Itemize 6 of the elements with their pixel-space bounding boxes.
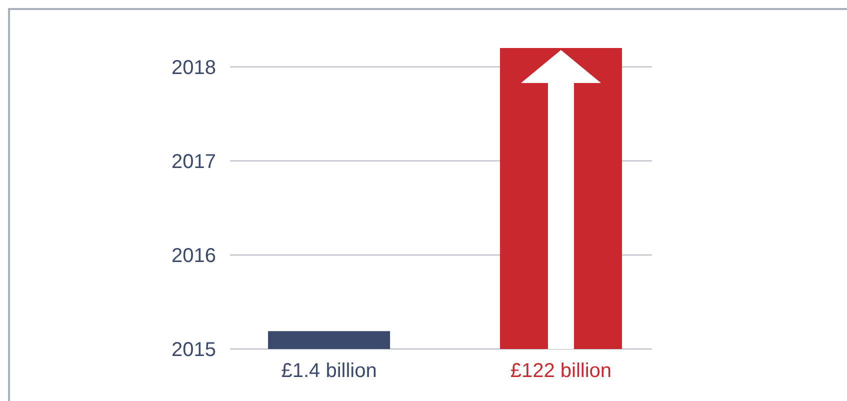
x-tick-label: £1.4 billion [281, 360, 377, 382]
y-tick-label: 2018 [172, 56, 216, 79]
y-tick-label: 2016 [172, 244, 216, 267]
x-tick-label: £122 billion [510, 360, 612, 382]
y-tick-label: 2015 [172, 339, 216, 361]
y-tick-label: 2017 [172, 150, 216, 173]
